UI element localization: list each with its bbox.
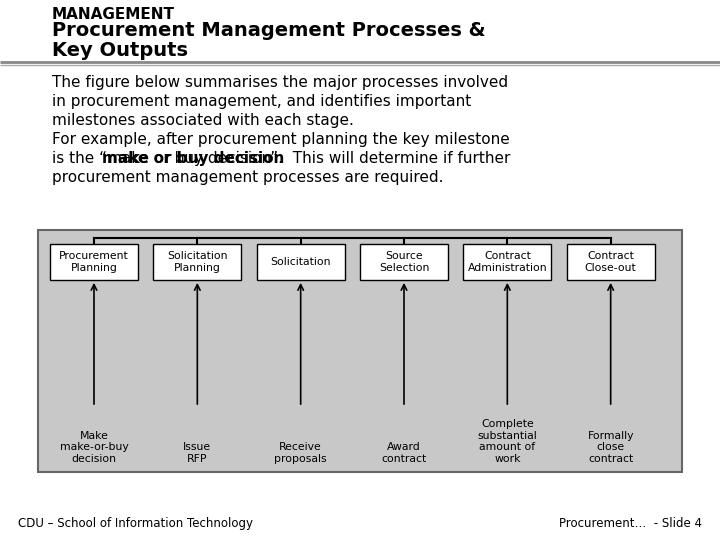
Bar (153, 244, 241, 280)
Text: Procurement…  - Slide 4: Procurement… - Slide 4 (559, 517, 702, 530)
Text: milestones associated with each stage.: milestones associated with each stage. (52, 113, 354, 128)
Text: Contract
Administration: Contract Administration (467, 251, 547, 273)
Text: Procurement Management Processes &: Procurement Management Processes & (52, 21, 485, 40)
Text: Procurement
Planning: Procurement Planning (59, 251, 129, 273)
Text: Receive
proposals: Receive proposals (274, 442, 327, 464)
Text: For example, after procurement planning the key milestone: For example, after procurement planning … (52, 132, 510, 147)
Bar (50, 244, 138, 280)
Text: Source
Selection: Source Selection (379, 251, 429, 273)
Text: Complete
substantial
amount of
work: Complete substantial amount of work (477, 419, 537, 464)
Bar (256, 244, 345, 280)
Text: Contract
Close-out: Contract Close-out (585, 251, 636, 273)
Text: Key Outputs: Key Outputs (52, 41, 188, 60)
Text: Solicitation: Solicitation (271, 257, 331, 267)
Text: The figure below summarises the major processes involved: The figure below summarises the major pr… (52, 75, 508, 90)
Bar (38, 230, 682, 472)
Text: is the “make or buy decision”.  This will determine if further: is the “make or buy decision”. This will… (52, 151, 510, 166)
Text: Issue
RFP: Issue RFP (184, 442, 212, 464)
Text: Formally
close
contract: Formally close contract (588, 431, 634, 464)
Text: MANAGEMENT: MANAGEMENT (52, 7, 175, 22)
Text: CDU – School of Information Technology: CDU – School of Information Technology (18, 517, 253, 530)
Text: Award
contract: Award contract (382, 442, 427, 464)
Bar (464, 244, 552, 280)
Bar (360, 244, 448, 280)
Text: in procurement management, and identifies important: in procurement management, and identifie… (52, 94, 472, 109)
Text: Solicitation
Planning: Solicitation Planning (167, 251, 228, 273)
Text: procurement management processes are required.: procurement management processes are req… (52, 170, 444, 185)
Bar (567, 244, 654, 280)
Text: Make
make-or-buy
decision: Make make-or-buy decision (60, 431, 128, 464)
Text: make or buy decision: make or buy decision (102, 151, 284, 166)
